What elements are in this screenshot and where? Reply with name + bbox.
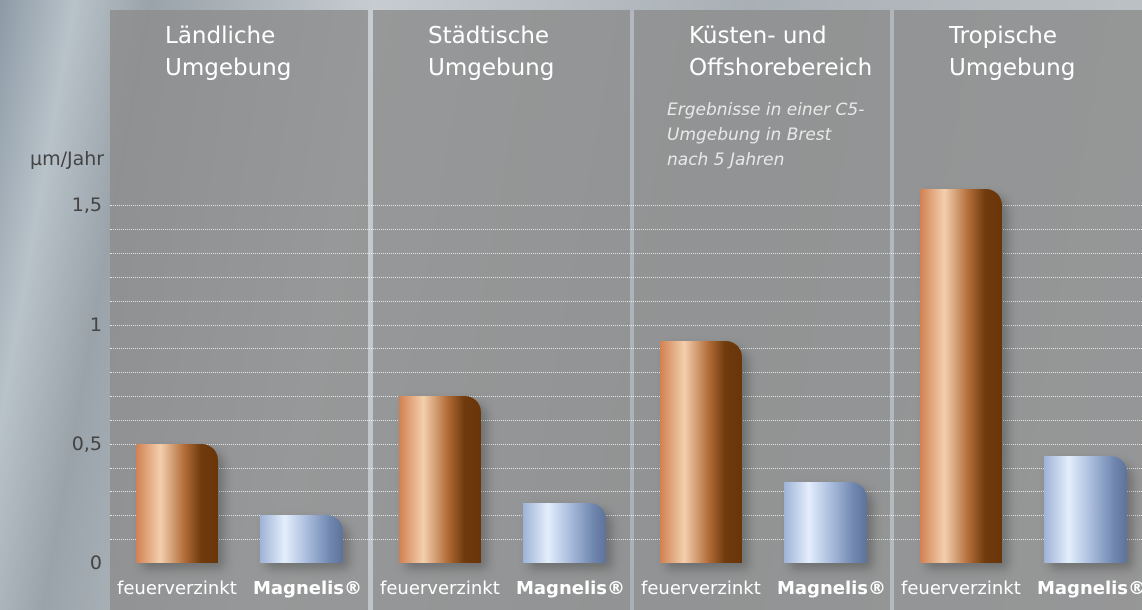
bar-label: feuerverzinkt xyxy=(117,578,237,599)
minor-grid-line xyxy=(110,252,1142,254)
y-tick-label: 0,5 xyxy=(71,432,102,455)
bar-label: Magnelis® xyxy=(253,578,363,599)
panel-title: Tropische Umgebung xyxy=(949,23,1076,81)
bar xyxy=(399,396,481,563)
panel-title: Städtische Umgebung xyxy=(428,23,555,81)
bar-label: feuerverzinkt xyxy=(380,578,500,599)
annotation: Ergebnisse in einer C5-Umgebung in Brest… xyxy=(667,100,865,170)
minor-grid-line xyxy=(110,396,1142,398)
panel-title: Küsten- und Offshorebereich xyxy=(689,23,873,81)
bar-label: feuerverzinkt xyxy=(901,578,1021,599)
bar xyxy=(260,515,343,563)
minor-grid-line xyxy=(110,539,1142,541)
minor-grid-line xyxy=(110,348,1142,350)
bar xyxy=(660,341,742,563)
bar-label: Magnelis® xyxy=(516,578,626,599)
bar-label: feuerverzinkt xyxy=(641,578,761,599)
grid-line xyxy=(110,324,1142,326)
grid-line xyxy=(110,205,1142,207)
bar xyxy=(523,503,606,563)
bar xyxy=(136,443,218,563)
minor-grid-line xyxy=(110,229,1142,231)
y-tick-label: 1,5 xyxy=(71,194,102,217)
bar-label: Magnelis® xyxy=(777,578,887,599)
minor-grid-line xyxy=(110,300,1142,302)
minor-grid-line xyxy=(110,467,1142,469)
minor-grid-line xyxy=(110,276,1142,278)
y-tick-label: 1 xyxy=(89,313,102,336)
grid-line xyxy=(110,443,1142,445)
panel-title: Ländliche Umgebung xyxy=(165,23,292,81)
y-axis-label: µm/Jahr xyxy=(30,148,105,170)
minor-grid-line xyxy=(110,372,1142,374)
minor-grid-line xyxy=(110,491,1142,493)
minor-grid-line xyxy=(110,515,1142,517)
bar xyxy=(1044,455,1127,563)
y-tick-label: 0 xyxy=(89,552,102,574)
bar-label: Magnelis® xyxy=(1037,578,1142,599)
bar xyxy=(784,481,867,563)
minor-grid-line xyxy=(110,419,1142,421)
bar xyxy=(920,188,1002,563)
